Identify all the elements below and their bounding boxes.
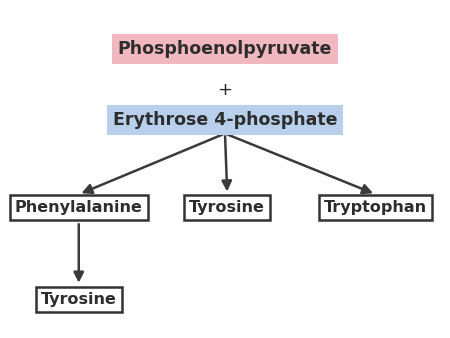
Text: Erythrose 4-phosphate: Erythrose 4-phosphate xyxy=(113,111,337,129)
Text: Tryptophan: Tryptophan xyxy=(324,200,428,215)
Text: Phosphoenolpyruvate: Phosphoenolpyruvate xyxy=(118,40,332,58)
Text: Tyrosine: Tyrosine xyxy=(189,200,265,215)
Text: +: + xyxy=(217,80,233,99)
Text: Phenylalanine: Phenylalanine xyxy=(15,200,143,215)
Text: Tyrosine: Tyrosine xyxy=(41,292,117,307)
